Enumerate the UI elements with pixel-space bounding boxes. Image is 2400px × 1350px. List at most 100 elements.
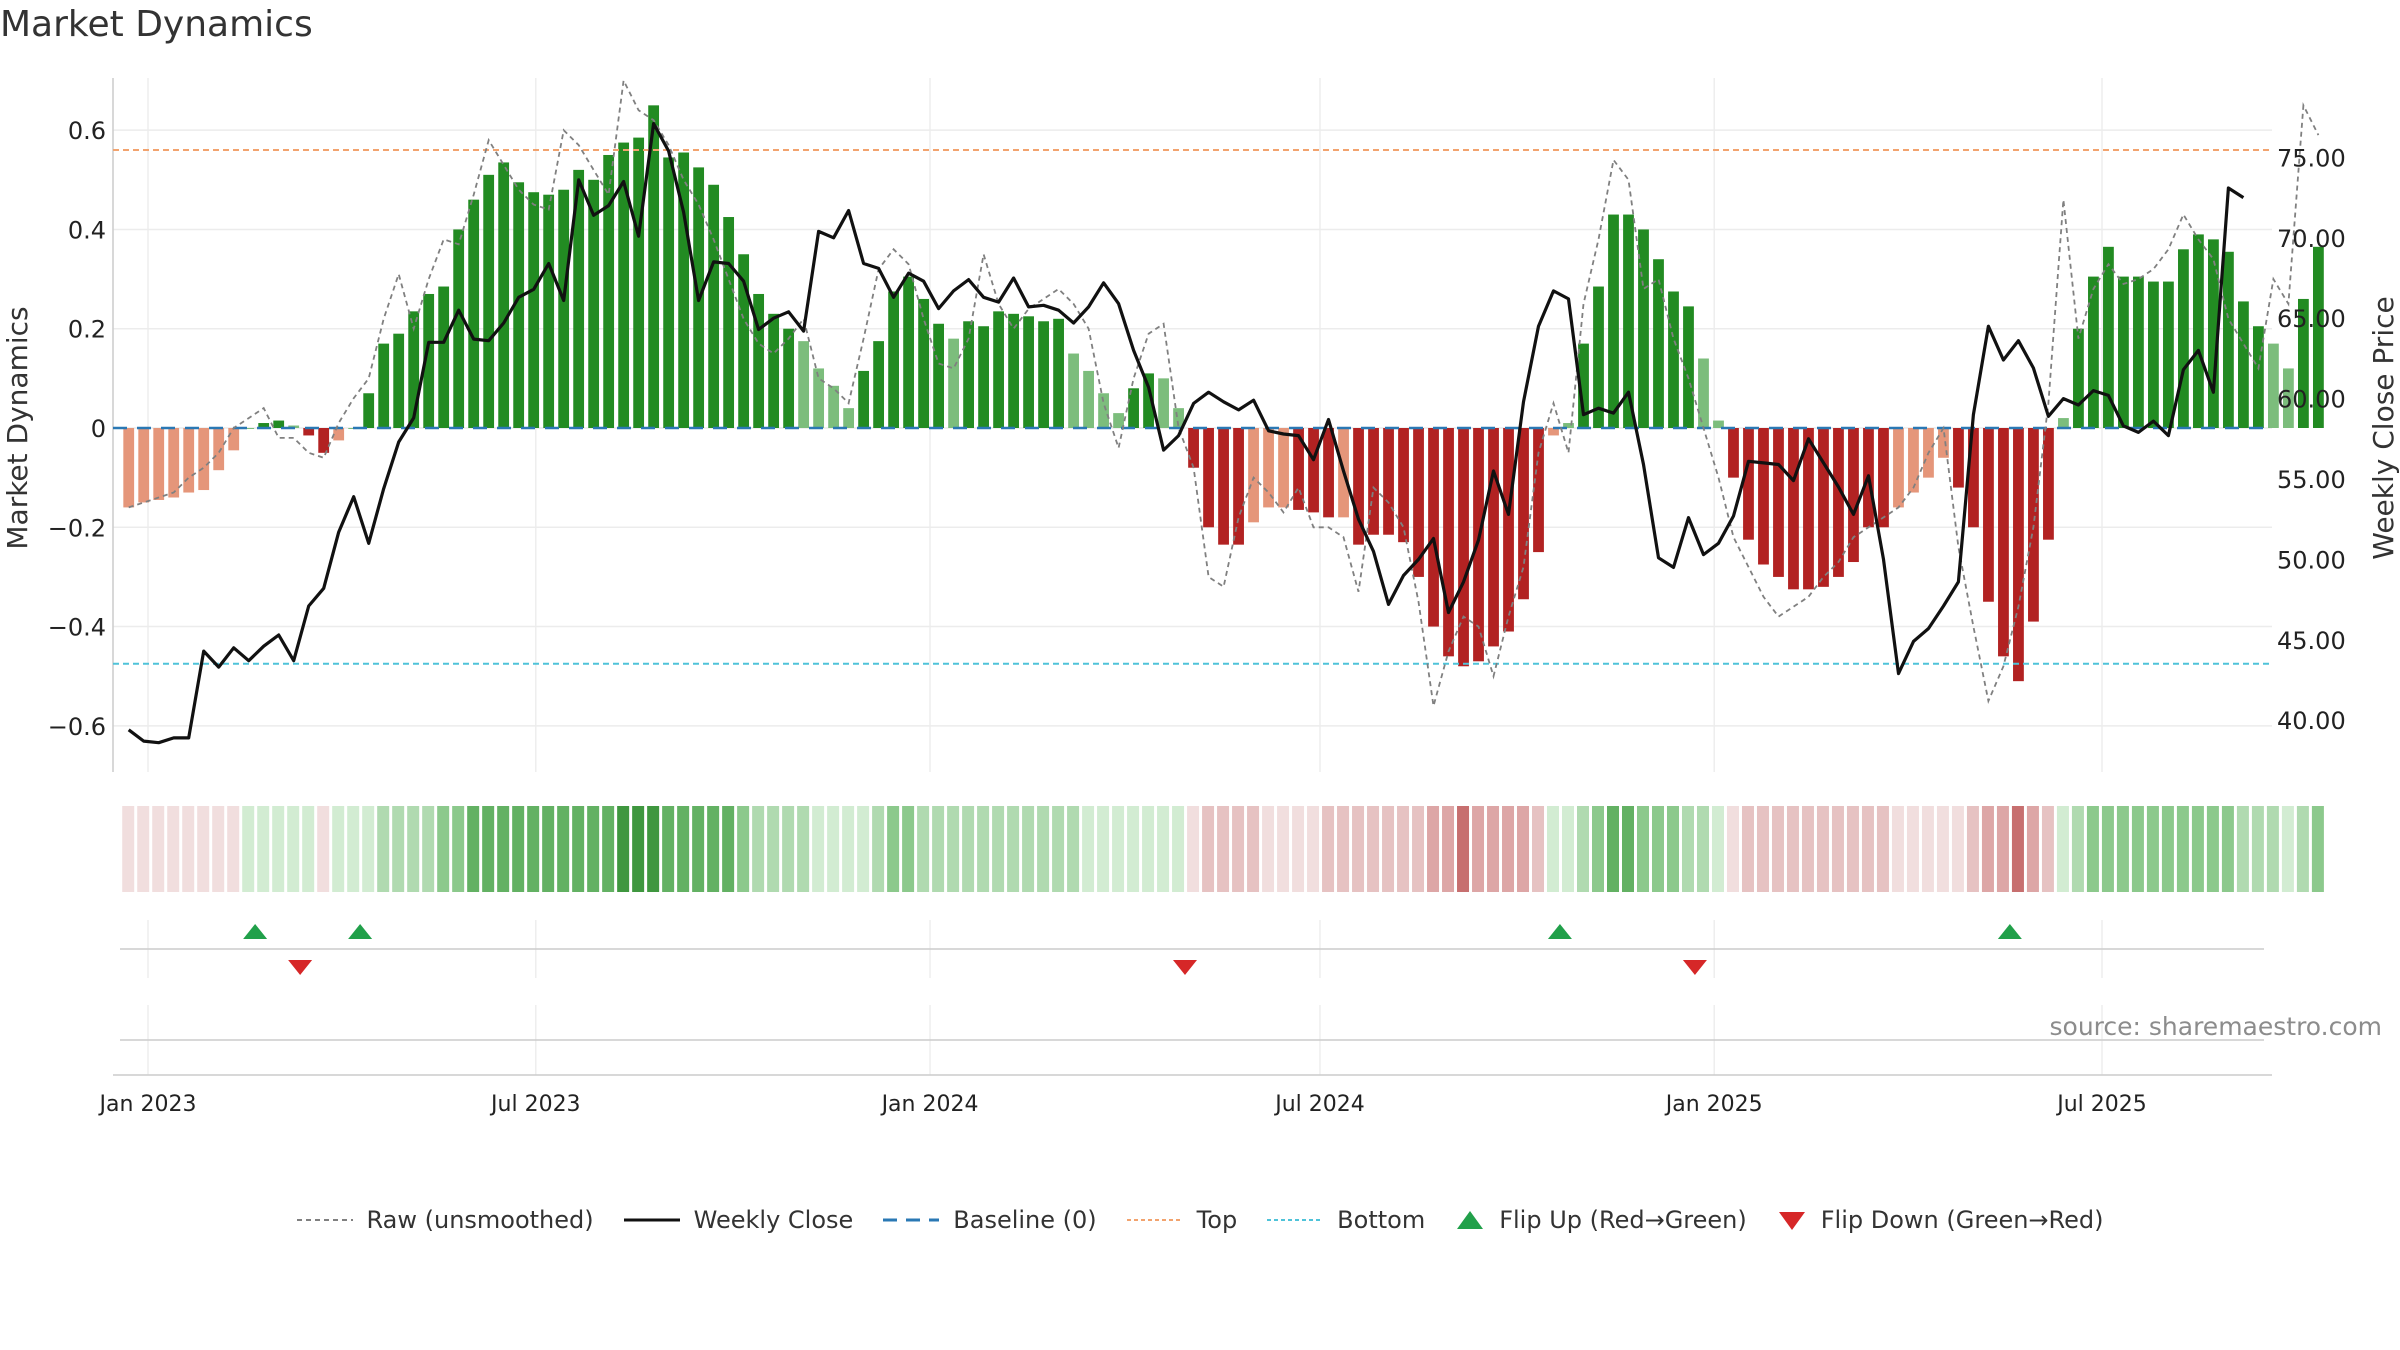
dynamics-bar: [543, 194, 555, 428]
dynamics-bar: [813, 368, 825, 428]
heat-strip-cell: [872, 806, 885, 892]
dynamics-bar: [213, 428, 225, 471]
heat-strip-cell: [392, 806, 405, 892]
dynamics-bar: [528, 192, 540, 428]
heat-strip-cell: [1112, 806, 1125, 892]
heat-strip-cell: [2026, 806, 2039, 892]
dynamics-bar: [1608, 214, 1619, 428]
flip-up-marker: [1997, 924, 2022, 939]
heat-strip-cell: [1022, 806, 1035, 892]
left-tick-label: −0.4: [48, 614, 106, 642]
heat-strip-cell: [902, 806, 915, 892]
heat-strip-cell: [1007, 806, 1020, 892]
heat-strip-cell: [527, 806, 540, 892]
heat-strip-cell: [1592, 806, 1605, 892]
heat-strip-cell: [1891, 806, 1904, 892]
heat-strip-cell: [1157, 806, 1170, 892]
dynamics-bar: [453, 229, 465, 428]
dynamics-bar: [1383, 428, 1394, 535]
right-tick-label: 65.00: [2277, 305, 2346, 333]
dynamics-bar: [1728, 428, 1739, 478]
heat-strip-cell: [1651, 806, 1664, 892]
heat-strip-cell: [1711, 806, 1724, 892]
heat-strip-cell: [1666, 806, 1679, 892]
dynamics-bar: [2073, 328, 2084, 428]
x-tick-label: Jul 2024: [1273, 1092, 1365, 1117]
heat-strip-cell: [317, 806, 330, 892]
dynamics-bar: [738, 254, 750, 428]
heat-strip-cell: [647, 806, 660, 892]
dynamics-bar: [183, 428, 195, 493]
dynamics-bar: [123, 428, 135, 508]
heat-strip-cell: [362, 806, 375, 892]
dynamics-bar: [1878, 428, 1889, 528]
heat-strip-cell: [1427, 806, 1440, 892]
dynamics-bar: [843, 408, 855, 428]
heat-strip-cell: [287, 806, 300, 892]
dynamics-bar: [303, 428, 315, 436]
dynamics-bar: [1713, 420, 1724, 428]
dynamics-bar: [1533, 428, 1544, 553]
dynamics-bar: [408, 311, 420, 428]
legend: Raw (unsmoothed) Weekly Close Baseline (…: [0, 1206, 2400, 1234]
legend-label-flip-down: Flip Down (Green→Red): [1820, 1206, 2104, 1234]
dynamics-bar: [1848, 428, 1859, 563]
triangle-up-icon: [1457, 1211, 1484, 1229]
heat-strip-cell: [1547, 806, 1560, 892]
heat-strip-cell: [452, 806, 465, 892]
dynamics-bar: [378, 343, 390, 428]
dynamics-bar: [468, 199, 480, 428]
dynamics-bar: [633, 137, 645, 428]
heat-strip-cell: [1861, 806, 1874, 892]
dynamics-bar: [438, 286, 450, 428]
legend-swatch-top: [1126, 1219, 1183, 1221]
dynamics-bar: [2118, 276, 2129, 428]
heat-strip-cell: [1172, 806, 1185, 892]
heat-strip-cell: [707, 806, 720, 892]
heat-strip-cell: [1577, 806, 1590, 892]
heat-strip-cell: [932, 806, 945, 892]
dynamics-bar: [1638, 229, 1649, 428]
heat-strip-cell: [2281, 806, 2294, 892]
heat-strip-cell: [2311, 806, 2324, 892]
dynamics-bar: [768, 313, 780, 428]
dynamics-bar: [1128, 388, 1139, 428]
heat-strip-cell: [1082, 806, 1095, 892]
dynamics-bar: [1548, 428, 1559, 436]
heat-strip-cell: [1921, 806, 1934, 892]
raw-line: [128, 77, 2320, 707]
flip-up-marker: [243, 924, 268, 939]
heat-strip-cell: [992, 806, 1005, 892]
heat-strip-cell: [1397, 806, 1410, 892]
dynamics-bar: [858, 370, 870, 428]
dynamics-bar: [918, 298, 930, 428]
legend-item-baseline: Baseline (0): [883, 1206, 1097, 1234]
heat-strip-cell: [152, 806, 165, 892]
heat-strip-cell: [812, 806, 825, 892]
dynamics-bar: [1173, 408, 1184, 428]
legend-swatch-raw: [296, 1219, 353, 1221]
legend-item-bottom: Bottom: [1267, 1206, 1425, 1234]
heat-strip-cell: [857, 806, 870, 892]
heat-strip-cell: [197, 806, 210, 892]
heat-strip-cell: [1741, 806, 1754, 892]
dynamics-bar: [2193, 234, 2204, 428]
heat-strip-cell: [662, 806, 675, 892]
heat-strip-cell: [257, 806, 270, 892]
dynamics-bar: [1293, 428, 1304, 510]
heat-strip-cell: [482, 806, 495, 892]
dynamics-bar: [2208, 239, 2219, 428]
heat-strip-cell: [2056, 806, 2069, 892]
heat-strip-cell: [2236, 806, 2249, 892]
x-tick-label: Jan 2023: [98, 1092, 197, 1117]
right-tick-label: 70.00: [2277, 225, 2346, 253]
dynamics-bar: [318, 428, 330, 453]
right-tick-label: 50.00: [2277, 546, 2346, 574]
dynamics-bar: [1773, 428, 1784, 577]
legend-item-close: Weekly Close: [623, 1206, 853, 1234]
dynamics-bar: [1743, 428, 1754, 540]
heat-strip-cell: [2296, 806, 2309, 892]
heat-strip-cell: [1951, 806, 1964, 892]
dynamics-bar: [1308, 428, 1319, 513]
dynamics-bar: [1668, 291, 1679, 428]
